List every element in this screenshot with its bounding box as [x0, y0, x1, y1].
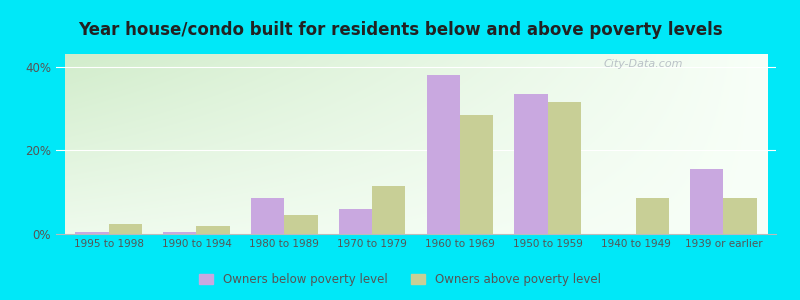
Text: City-Data.com: City-Data.com	[603, 59, 682, 69]
Bar	[197, 226, 230, 234]
Bar	[163, 232, 197, 234]
Bar	[338, 209, 372, 234]
Bar	[514, 94, 548, 234]
Bar	[372, 186, 406, 234]
Bar	[251, 198, 284, 234]
Bar	[109, 224, 142, 234]
Bar	[284, 215, 318, 234]
Bar	[548, 102, 581, 234]
Bar	[723, 198, 757, 234]
Bar	[75, 232, 109, 234]
Text: Year house/condo built for residents below and above poverty levels: Year house/condo built for residents bel…	[78, 21, 722, 39]
Bar	[460, 115, 494, 234]
Bar	[426, 75, 460, 234]
Legend: Owners below poverty level, Owners above poverty level: Owners below poverty level, Owners above…	[194, 269, 606, 291]
Bar	[635, 198, 669, 234]
Bar	[690, 169, 723, 234]
